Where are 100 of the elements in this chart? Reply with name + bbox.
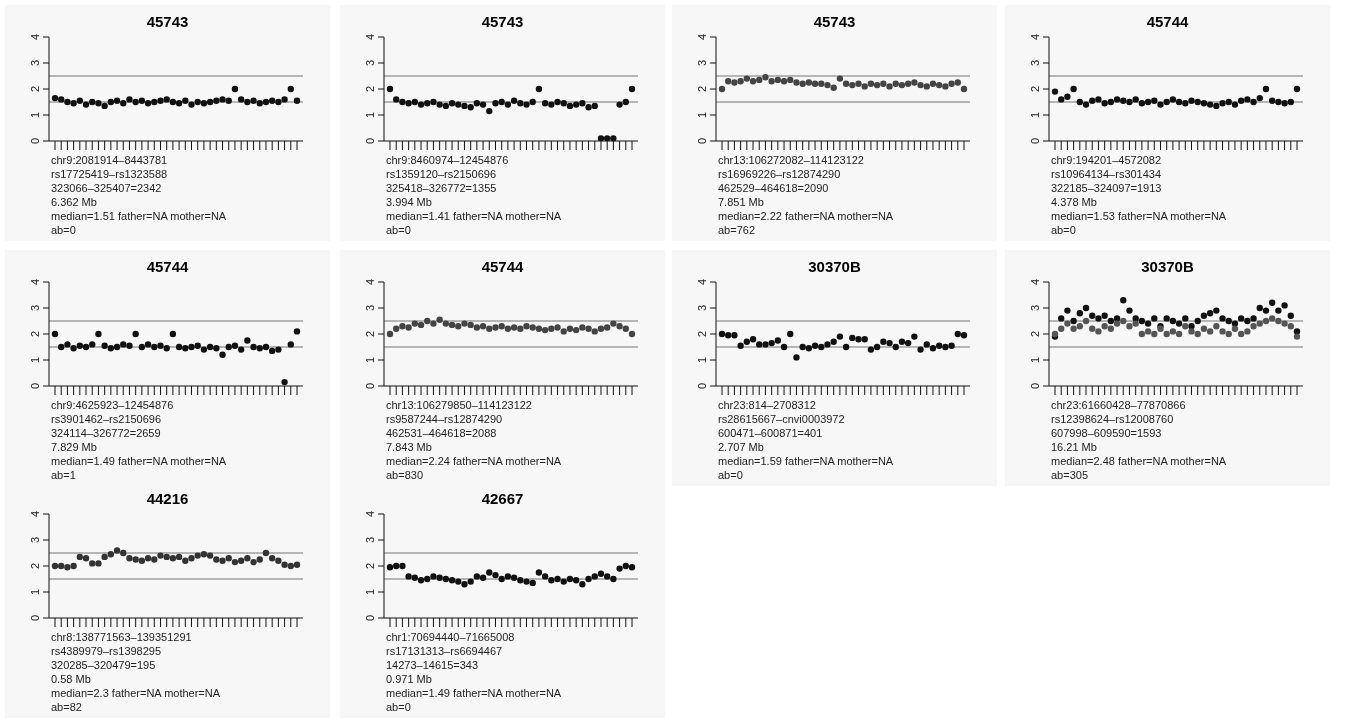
text: median=2.48 father=NA mother=NA — [1051, 454, 1228, 468]
text: chr9:4625923–12454876 — [51, 398, 175, 412]
y-tick-label: 1 — [364, 588, 376, 596]
text: chr9:2081914–8443781 — [51, 153, 169, 167]
text: median=1.51 father=NA mother=NA — [51, 209, 228, 223]
y-tick-label: 3 — [1029, 304, 1041, 312]
text: 14273–14615=343 — [386, 658, 480, 672]
chart-title: 45743 — [480, 13, 525, 31]
text: chr8:138771563–139351291 — [51, 630, 193, 644]
text: ab=0 — [718, 468, 744, 482]
y-tick-label: 1 — [364, 111, 376, 119]
text: 323066–325407=2342 — [51, 181, 163, 195]
y-tick-label: 4 — [29, 510, 41, 518]
text: 600471–600871=401 — [718, 426, 824, 440]
y-tick-label: 2 — [696, 330, 708, 338]
text: 322185–324097=1913 — [1051, 181, 1163, 195]
chart-title: 45743 — [145, 13, 190, 31]
text: median=1.59 father=NA mother=NA — [718, 454, 895, 468]
text: median=1.41 father=NA mother=NA — [386, 209, 563, 223]
text: ab=762 — [718, 223, 756, 237]
y-tick-label: 0 — [696, 382, 708, 390]
y-tick-label: 0 — [364, 137, 376, 145]
text: 320285–320479=195 — [51, 658, 157, 672]
y-tick-label: 3 — [1029, 59, 1041, 67]
text: rs10964134–rs301434 — [1051, 167, 1163, 181]
text: rs16969226–rs12874290 — [718, 167, 842, 181]
y-tick-label: 3 — [29, 536, 41, 544]
text: median=2.22 father=NA mother=NA — [718, 209, 895, 223]
text: ab=1 — [51, 468, 77, 482]
y-tick-label: 0 — [1029, 382, 1041, 390]
y-tick-label: 3 — [364, 536, 376, 544]
y-tick-label: 0 — [1029, 137, 1041, 145]
text: ab=830 — [386, 468, 424, 482]
text: median=1.49 father=NA mother=NA — [51, 454, 228, 468]
text: chr23:814–2708312 — [718, 398, 817, 412]
chart-title: 45744 — [1145, 13, 1190, 31]
y-tick-label: 1 — [1029, 111, 1041, 119]
text: median=2.24 father=NA mother=NA — [386, 454, 563, 468]
y-tick-label: 4 — [29, 278, 41, 286]
y-tick-label: 1 — [29, 588, 41, 596]
text: rs3901462–rs2150696 — [51, 412, 163, 426]
y-tick-label: 4 — [364, 510, 376, 518]
y-tick-label: 1 — [696, 111, 708, 119]
text: chr9:8460974–12454876 — [386, 153, 510, 167]
text: 462531–464618=2088 — [386, 426, 498, 440]
text: 2.707 Mb — [718, 440, 765, 454]
text: 324114–326772=2659 — [51, 426, 162, 440]
y-tick-label: 4 — [1029, 278, 1041, 286]
y-tick-label: 2 — [364, 85, 376, 93]
text: median=1.53 father=NA mother=NA — [1051, 209, 1228, 223]
y-tick-label: 2 — [29, 562, 41, 570]
text: ab=305 — [1051, 468, 1089, 482]
text: 7.829 Mb — [51, 440, 98, 454]
text: 325418–326772=1355 — [386, 181, 498, 195]
y-tick-label: 1 — [364, 356, 376, 364]
y-tick-label: 1 — [1029, 356, 1041, 364]
text: median=2.3 father=NA mother=NA — [51, 686, 222, 700]
text: rs9587244–rs12874290 — [386, 412, 504, 426]
text: 7.851 Mb — [718, 195, 765, 209]
text: 7.843 Mb — [386, 440, 433, 454]
y-tick-label: 3 — [696, 304, 708, 312]
text: rs4389979–rs1398295 — [51, 644, 163, 658]
y-tick-label: 3 — [364, 59, 376, 67]
y-tick-label: 4 — [1029, 33, 1041, 41]
text: rs28615667–cnvi0003972 — [718, 412, 846, 426]
y-tick-label: 3 — [29, 59, 41, 67]
text: 16.21 Mb — [1051, 440, 1098, 454]
y-tick-label: 2 — [29, 85, 41, 93]
text: ab=82 — [51, 700, 83, 714]
y-tick-label: 2 — [364, 330, 376, 338]
text: rs17131313–rs6694467 — [386, 644, 504, 658]
text: 462529–464618=2090 — [718, 181, 830, 195]
y-tick-label: 4 — [364, 33, 376, 41]
y-tick-label: 0 — [29, 382, 41, 390]
y-tick-label: 0 — [29, 137, 41, 145]
text: chr9:194201–4572082 — [1051, 153, 1163, 167]
text: rs17725419–rs1323588 — [51, 167, 169, 181]
y-tick-label: 0 — [364, 614, 376, 622]
chart-title: 44216 — [145, 490, 190, 508]
y-tick-label: 2 — [364, 562, 376, 570]
text: 0.58 Mb — [51, 672, 92, 686]
y-tick-label: 4 — [696, 278, 708, 286]
y-tick-label: 2 — [1029, 85, 1041, 93]
y-tick-label: 0 — [29, 614, 41, 622]
y-tick-label: 0 — [696, 137, 708, 145]
y-tick-label: 2 — [29, 330, 41, 338]
y-tick-label: 3 — [364, 304, 376, 312]
chart-title: 42667 — [480, 490, 525, 508]
text: chr1:70694440–71665008 — [386, 630, 516, 644]
text: 0.971 Mb — [386, 672, 433, 686]
text: chr13:106272082–114123122 — [718, 153, 865, 167]
text: median=1.49 father=NA mother=NA — [386, 686, 563, 700]
text: ab=0 — [386, 223, 412, 237]
y-tick-label: 0 — [364, 382, 376, 390]
text: 4.378 Mb — [1051, 195, 1098, 209]
y-tick-label: 4 — [364, 278, 376, 286]
chart-title: 30370B — [1140, 258, 1195, 276]
text: rs1359120–rs2150696 — [386, 167, 498, 181]
text: ab=0 — [386, 700, 412, 714]
y-tick-label: 1 — [696, 356, 708, 364]
